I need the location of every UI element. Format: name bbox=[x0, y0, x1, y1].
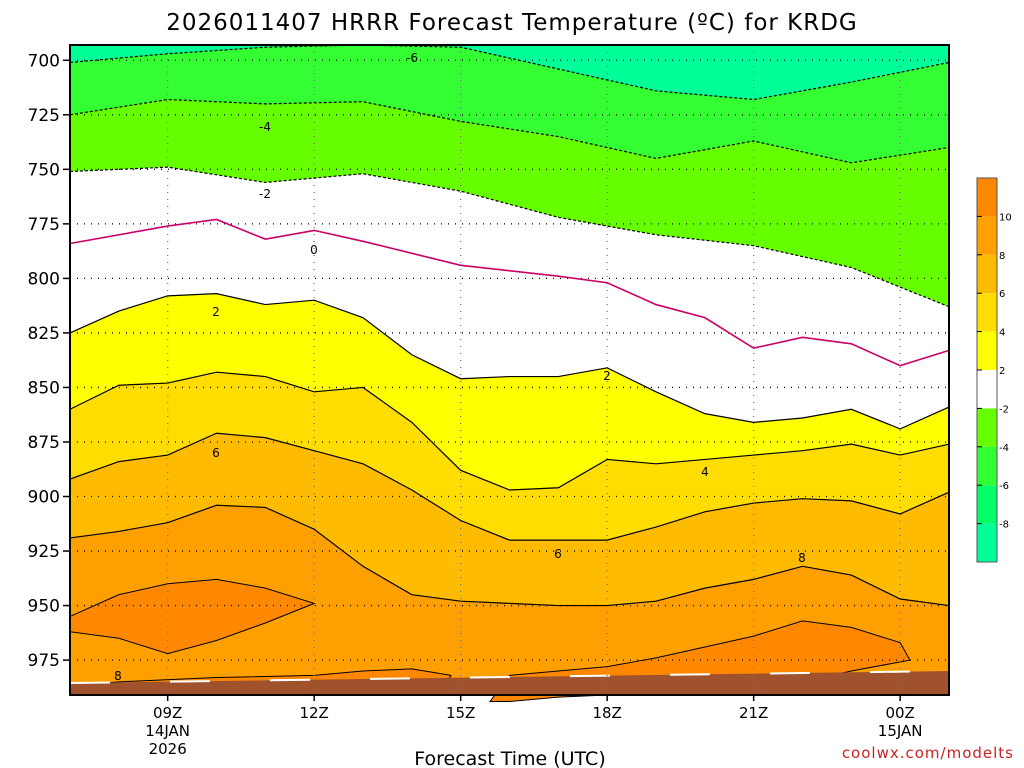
isotherm--4 bbox=[69, 98, 950, 164]
colorbar-tick-label-4: 4 bbox=[999, 328, 1005, 339]
ground-layer bbox=[69, 670, 950, 695]
y-tick-label-725: 725 bbox=[28, 106, 60, 126]
colorbar-swatch-6 bbox=[977, 408, 997, 447]
x-tick-sublabel-14JAN: 14JAN bbox=[145, 722, 190, 740]
colorbar: 10 8 6 4 2 -2 -4 -6 -8 bbox=[976, 177, 1012, 563]
isotherm-lines bbox=[69, 44, 950, 607]
contour-labels: -6 -4 -2 0 2 2 4 6 6 8 8 bbox=[114, 51, 806, 683]
y-axis: 700 725 750 775 800 825 850 875 900 925 950 975 bbox=[28, 51, 70, 671]
contour-label-minus4: -4 bbox=[259, 120, 271, 134]
y-tick-label-900: 900 bbox=[28, 488, 60, 508]
colorbar-tick-label--4: -4 bbox=[999, 443, 1009, 454]
y-tick-label-975: 975 bbox=[28, 651, 60, 671]
y-tick-label-775: 775 bbox=[28, 215, 60, 235]
y-tick-label-850: 850 bbox=[28, 378, 60, 398]
isotherm-2 bbox=[69, 293, 950, 430]
credit-text: coolwx.com/modelts bbox=[842, 744, 1014, 762]
isotherm-8 bbox=[69, 504, 950, 607]
colorbar-tick-label-6: 6 bbox=[999, 289, 1005, 300]
contour-label-8b: 8 bbox=[114, 669, 122, 683]
colorbar-swatch-4 bbox=[977, 331, 997, 370]
x-tick-sublabel-15JAN: 15JAN bbox=[878, 722, 923, 740]
y-tick-label-825: 825 bbox=[28, 324, 60, 344]
isotherm-0 bbox=[69, 218, 950, 367]
y-tick-label-700: 700 bbox=[28, 51, 60, 71]
isotherm--2 bbox=[69, 166, 950, 308]
chart-title: 2026011407 HRRR Forecast Temperature (ºC… bbox=[166, 10, 858, 36]
warm-core-left bbox=[69, 578, 316, 655]
colorbar-swatch-5 bbox=[977, 370, 997, 409]
contour-label-6b: 6 bbox=[554, 547, 562, 561]
colorbar-tick-label-8: 8 bbox=[999, 251, 1005, 262]
y-tick-label-875: 875 bbox=[28, 433, 60, 453]
colorbar-swatch-8 bbox=[977, 485, 997, 524]
contour-label-2b: 2 bbox=[603, 369, 611, 383]
x-tick-label-15Z: 15Z bbox=[446, 704, 475, 722]
colorbar-tick-label--6: -6 bbox=[999, 481, 1009, 492]
contour-label-8a: 8 bbox=[798, 551, 806, 565]
y-tick-label-950: 950 bbox=[28, 597, 60, 617]
x-tick-sublabel-2026: 2026 bbox=[149, 740, 187, 758]
ground-surface bbox=[70, 671, 949, 695]
colorbar-swatch-7 bbox=[977, 446, 997, 486]
x-tick-label-09Z: 09Z bbox=[153, 704, 182, 722]
isotherm-4 bbox=[69, 371, 950, 491]
x-tick-label-00Z: 00Z bbox=[885, 704, 914, 722]
temperature-fill-layer bbox=[70, 45, 949, 695]
contour-label-6a: 6 bbox=[212, 446, 220, 460]
x-tick-label-21Z: 21Z bbox=[739, 704, 768, 722]
colorbar-swatch-0 bbox=[977, 178, 997, 217]
contour-label-4: 4 bbox=[701, 465, 709, 479]
contour-label-minus2: -2 bbox=[259, 187, 271, 201]
isotherm-6 bbox=[69, 432, 950, 541]
colorbar-tick-label--8: -8 bbox=[999, 520, 1009, 531]
colorbar-swatch-2 bbox=[977, 254, 997, 294]
colorbar-tick-label-2: 2 bbox=[999, 366, 1005, 377]
ground-edge bbox=[69, 670, 950, 684]
x-axis-label: Forecast Time (UTC) bbox=[414, 748, 605, 768]
colorbar-swatch-3 bbox=[977, 293, 997, 332]
contour-label-0: 0 bbox=[310, 243, 318, 257]
plot-frame bbox=[69, 44, 950, 696]
x-tick-label-12Z: 12Z bbox=[299, 704, 328, 722]
y-tick-label-800: 800 bbox=[28, 269, 60, 289]
colorbar-tick-label-10: 10 bbox=[999, 212, 1012, 223]
contour-label-minus6: -6 bbox=[406, 51, 418, 65]
x-tick-label-18Z: 18Z bbox=[592, 704, 621, 722]
isotherm--6 bbox=[69, 44, 950, 101]
colorbar-swatch-1 bbox=[977, 216, 997, 255]
y-tick-label-750: 750 bbox=[28, 160, 60, 180]
y-tick-label-925: 925 bbox=[28, 542, 60, 562]
contour-label-2a: 2 bbox=[212, 305, 220, 319]
colorbar-swatch-9 bbox=[977, 523, 997, 562]
colorbar-tick-label--2: -2 bbox=[999, 404, 1009, 415]
